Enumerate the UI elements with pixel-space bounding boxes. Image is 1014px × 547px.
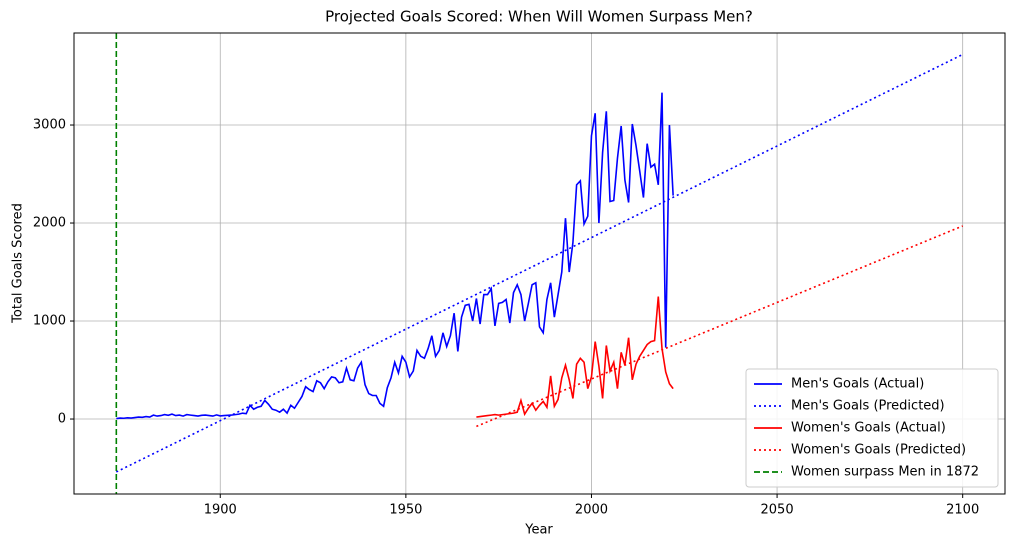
y-tick-label: 3000: [33, 118, 66, 133]
legend-box: [745, 368, 999, 488]
chart-title: Projected Goals Scored: When Will Women …: [325, 8, 753, 26]
x-tick-label: 2050: [761, 503, 794, 518]
x-axis-label: Year: [524, 523, 553, 538]
y-tick-label: 2000: [33, 216, 66, 231]
y-axis-label: Total Goals Scored: [11, 203, 26, 324]
legend-label: Women's Goals (Predicted): [791, 443, 966, 458]
series-line: [115, 53, 964, 473]
legend-label: Women surpass Men in 1872: [791, 465, 979, 480]
legend-label: Women's Goals (Actual): [791, 421, 946, 436]
x-tick-label: 1900: [204, 503, 237, 518]
x-tick-label: 2000: [575, 503, 608, 518]
legend-label: Men's Goals (Actual): [791, 377, 924, 392]
y-tick-label: 1000: [33, 314, 66, 329]
legend-label: Men's Goals (Predicted): [791, 399, 945, 414]
plot-frame: [73, 32, 1006, 495]
x-tick-label: 1950: [389, 503, 422, 518]
series-line: [116, 92, 674, 420]
x-tick-label: 2100: [946, 503, 979, 518]
y-tick-label: 0: [58, 412, 66, 427]
